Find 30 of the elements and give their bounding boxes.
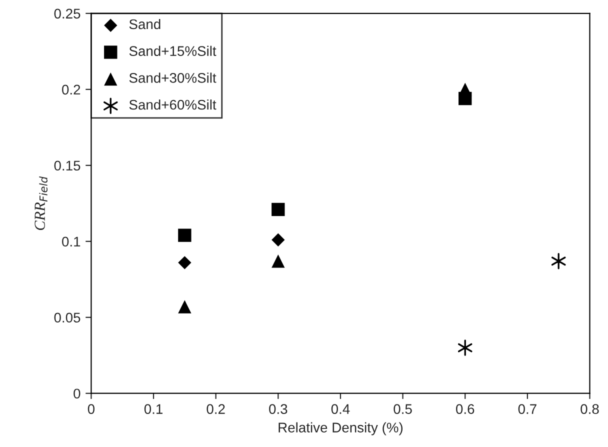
x-tick-label: 0.5 — [394, 404, 412, 414]
x-tick-label: 0 — [88, 404, 95, 414]
x-tick-label: 0.2 — [206, 404, 225, 414]
point — [178, 300, 192, 314]
point — [272, 254, 285, 268]
x-tick-label: 0.6 — [456, 404, 474, 414]
x-axis-title: Relative Density (%) — [278, 422, 403, 436]
y-tick-label: 0.15 — [54, 160, 80, 171]
x-tick-label: 0.7 — [518, 404, 536, 414]
legend-label: Sand+30%Silt — [129, 72, 216, 83]
x-tick-label: 0.3 — [269, 404, 288, 414]
y-tick-label: 0.05 — [54, 312, 80, 323]
y-tick-label: 0.1 — [62, 236, 80, 247]
point — [458, 82, 472, 96]
x-tick-label: 0.4 — [331, 404, 350, 414]
y-axis-title: CRR$_{Field}$ — [34, 176, 48, 230]
point — [272, 233, 285, 246]
y-tick-label: 0 — [74, 388, 80, 399]
y-tick-label: 0.2 — [62, 84, 80, 95]
y-tick-label: 0.25 — [54, 8, 80, 19]
point — [178, 228, 192, 242]
legend-label: Sand+15%Silt — [129, 46, 216, 56]
point — [272, 202, 285, 216]
point — [551, 253, 566, 270]
point — [458, 340, 472, 356]
x-tick-label: 0.8 — [580, 404, 599, 414]
point — [178, 256, 192, 270]
x-tick-label: 0.1 — [144, 404, 162, 414]
legend-label: Sand+60%Silt — [129, 99, 216, 110]
legend-label: Sand — [129, 18, 160, 30]
